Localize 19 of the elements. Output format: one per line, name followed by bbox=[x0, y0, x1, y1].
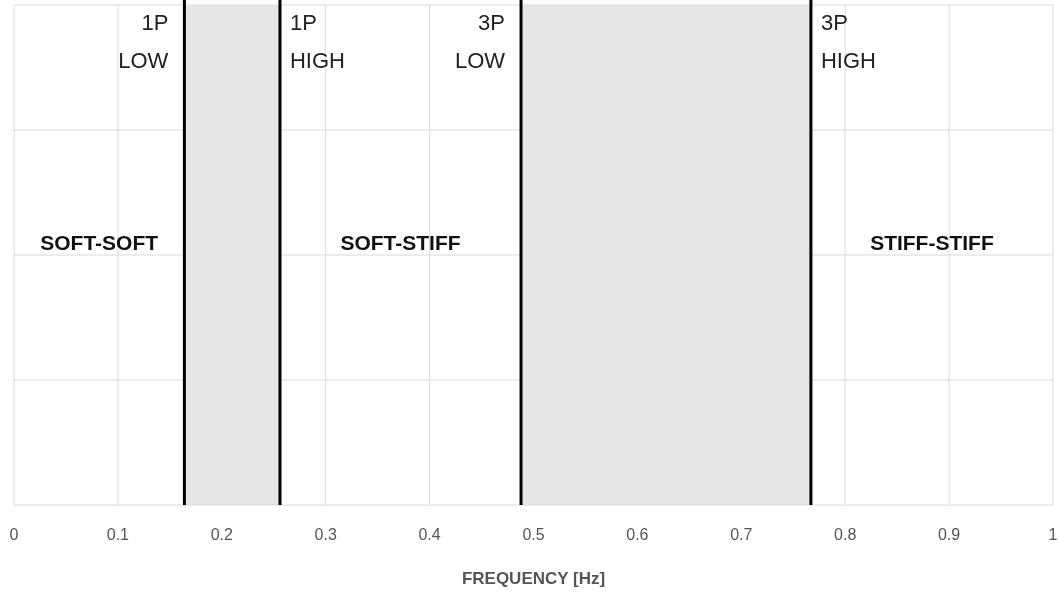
x-tick-label: 0.1 bbox=[106, 526, 130, 543]
ref-line-label: 1P LOW bbox=[118, 10, 169, 73]
ref-line-label: 3P HIGH bbox=[820, 10, 876, 73]
x-tick-label: 0 bbox=[9, 526, 19, 543]
x-tick-label: 0.4 bbox=[418, 526, 441, 543]
x-tick-label: 0.8 bbox=[834, 526, 857, 543]
x-tick-label: 0.3 bbox=[314, 526, 337, 543]
ref-line-label: 3P LOW bbox=[454, 10, 506, 73]
x-tick-label: 1 bbox=[1048, 526, 1058, 543]
annotation: SOFT-STIFF bbox=[340, 231, 461, 254]
x-tick-label: 0.2 bbox=[210, 526, 234, 543]
ref-line-label: 1P HIGH bbox=[289, 10, 345, 73]
x-tick-label: 0.6 bbox=[626, 526, 649, 543]
x-axis-title: FREQUENCY [Hz] bbox=[461, 569, 606, 588]
x-tick-label: 0.5 bbox=[522, 526, 545, 543]
x-tick-label: 0.7 bbox=[730, 526, 753, 543]
annotation: SOFT-SOFT bbox=[40, 231, 159, 254]
x-tick-label: 0.9 bbox=[937, 526, 961, 543]
annotation: STIFF-STIFF bbox=[870, 231, 994, 254]
